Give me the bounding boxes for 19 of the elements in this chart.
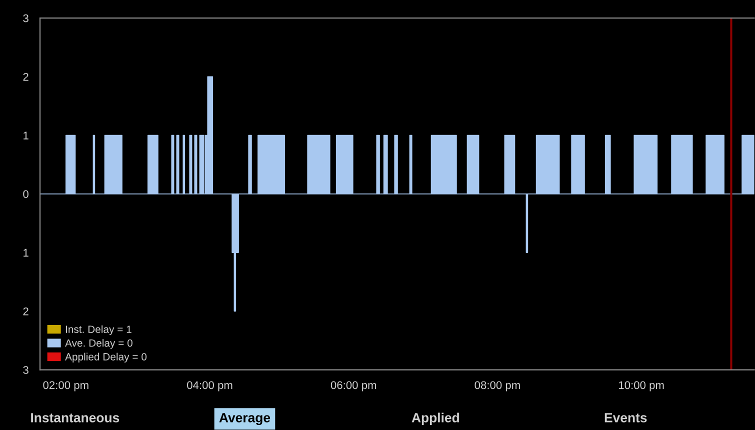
- x-tick-label: 10:00 pm: [619, 381, 664, 392]
- y-tick-label: 2: [23, 307, 28, 316]
- y-tick-label: 3: [23, 366, 28, 374]
- y-tick-label: 0: [23, 190, 28, 198]
- text: Average: [219, 413, 270, 426]
- y-tick-label: 1: [24, 248, 28, 257]
- legend-label: Applied Delay = 0: [65, 352, 147, 363]
- x-tick-label: 02:00 pm: [43, 381, 88, 392]
- text: Applied: [412, 412, 459, 425]
- x-tick-label: 04:00 pm: [187, 381, 232, 392]
- legend-label: Inst. Delay = 1: [66, 325, 132, 336]
- x-tick-label: 08:00 pm: [474, 381, 520, 392]
- legend-label: Ave. Delay = 0: [65, 339, 132, 349]
- x-tick-label: 06:00 pm: [330, 381, 376, 392]
- y-tick-label: 2: [23, 72, 28, 81]
- text: Events: [604, 413, 647, 422]
- y-tick-label: 3: [23, 14, 28, 22]
- text: Instantaneous: [31, 413, 120, 422]
- y-tick-label: 1: [24, 132, 28, 140]
